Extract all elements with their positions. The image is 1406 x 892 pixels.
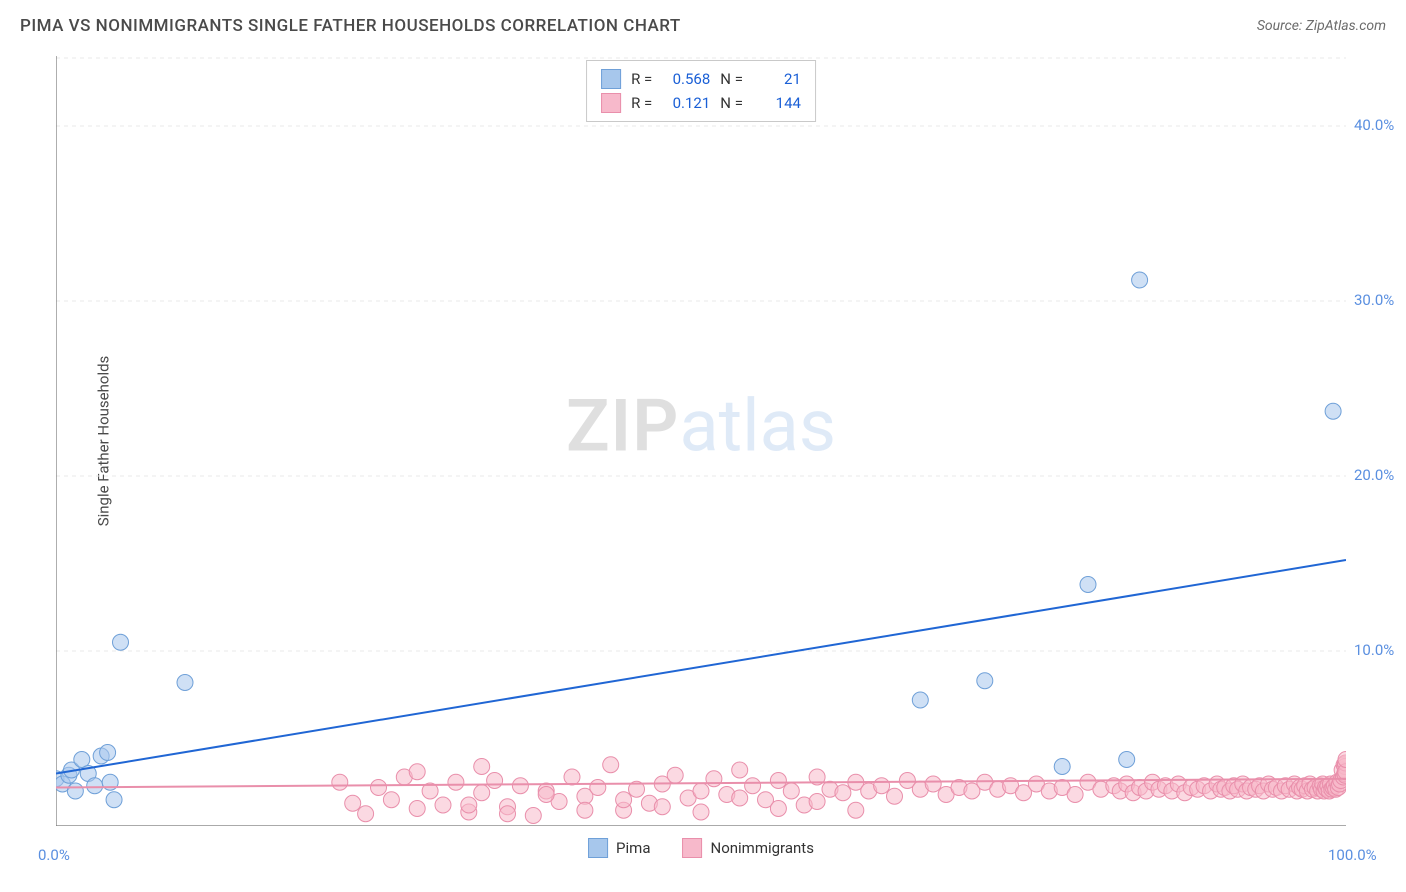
axis-tick-label: 40.0%: [1354, 116, 1394, 134]
source-name: ZipAtlas.com: [1306, 18, 1386, 34]
r-label: R =: [631, 94, 652, 112]
legend-swatch-series1: [588, 838, 608, 858]
series-legend: Pima Nonimmigrants: [588, 838, 814, 858]
axis-tick-label: 100.0%: [1328, 846, 1377, 864]
scatter-plot: [56, 56, 1346, 826]
stats-row-series1: R = 0.568 N = 21: [601, 67, 801, 91]
axis-tick-label: 30.0%: [1354, 291, 1394, 309]
correlation-stats-box: R = 0.568 N = 21 R = 0.121 N = 144: [586, 60, 816, 122]
title-bar: PIMA VS NONIMMIGRANTS SINGLE FATHER HOUS…: [0, 0, 1406, 48]
axis-tick-label: 0.0%: [38, 846, 70, 864]
n-label: N =: [720, 70, 743, 88]
r-value-series1: 0.568: [662, 70, 710, 88]
n-label: N =: [720, 94, 743, 112]
legend-item-series2: Nonimmigrants: [682, 838, 813, 858]
swatch-series2: [601, 93, 621, 113]
n-value-series1: 21: [753, 70, 801, 88]
swatch-series1: [601, 69, 621, 89]
axis-tick-label: 20.0%: [1354, 466, 1394, 484]
r-value-series2: 0.121: [662, 94, 710, 112]
chart-area: Single Father Households ZIPatlas R = 0.…: [56, 56, 1346, 826]
chart-title: PIMA VS NONIMMIGRANTS SINGLE FATHER HOUS…: [20, 16, 681, 36]
legend-label-series1: Pima: [616, 839, 650, 857]
legend-swatch-series2: [682, 838, 702, 858]
axis-tick-label: 10.0%: [1354, 641, 1394, 659]
source-attribution: Source: ZipAtlas.com: [1257, 18, 1386, 34]
source-prefix: Source:: [1257, 18, 1306, 34]
r-label: R =: [631, 70, 652, 88]
n-value-series2: 144: [753, 94, 801, 112]
legend-item-series1: Pima: [588, 838, 650, 858]
legend-label-series2: Nonimmigrants: [710, 839, 813, 857]
stats-row-series2: R = 0.121 N = 144: [601, 91, 801, 115]
